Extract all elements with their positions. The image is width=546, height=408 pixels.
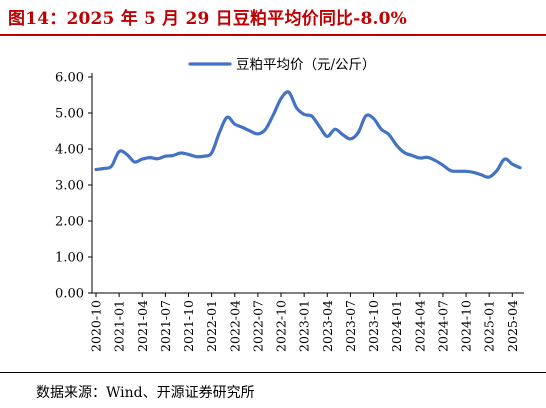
legend: 豆粕平均价（元/公斤）	[188, 57, 376, 73]
data-point	[387, 133, 390, 136]
data-point	[495, 169, 498, 172]
data-point	[395, 144, 398, 147]
data-point	[434, 159, 437, 162]
data-point	[210, 151, 213, 154]
y-tick-label: 1.00	[55, 251, 84, 266]
data-point	[233, 123, 236, 126]
x-tick-label: 2023-01	[297, 300, 312, 352]
x-tick-label: 2024-04	[412, 300, 427, 352]
data-point	[295, 106, 298, 109]
data-point	[133, 160, 136, 163]
data-point	[488, 176, 491, 179]
data-point	[110, 165, 113, 168]
source-note: 数据来源：Wind、开源证券研究所	[36, 385, 255, 401]
data-point	[357, 131, 360, 134]
data-point	[249, 129, 252, 132]
data-point	[272, 113, 275, 116]
data-point	[341, 133, 344, 136]
data-point	[441, 164, 444, 167]
figure-title: 图14：2025 年 5 月 29 日豆粕平均价同比-8.0%	[8, 9, 408, 29]
x-tick-label: 2025-01	[482, 300, 497, 352]
data-point	[333, 128, 336, 131]
data-point	[349, 137, 352, 140]
y-tick-label: 5.00	[55, 107, 84, 122]
x-axis: 2020-10 2021-01 2021-04 2021-07 2021-10 2022-…	[89, 292, 524, 352]
data-point	[480, 173, 483, 176]
data-point	[264, 128, 267, 131]
data-point	[125, 153, 128, 156]
data-point	[364, 114, 367, 117]
x-tick-label: 2020-10	[89, 300, 104, 352]
x-tick-label: 2023-07	[343, 300, 358, 352]
data-point	[326, 135, 329, 138]
data-point	[102, 167, 105, 170]
x-tick-label: 2025-04	[505, 300, 520, 352]
data-point	[156, 157, 159, 160]
series-layer	[94, 90, 522, 179]
x-tick-label: 2023-10	[366, 300, 381, 352]
x-tick-label: 2022-01	[204, 300, 219, 352]
x-tick-label: 2023-04	[320, 300, 335, 352]
data-point	[403, 151, 406, 154]
y-tick-label: 4.00	[55, 143, 84, 158]
data-point	[164, 155, 167, 158]
data-point	[195, 155, 198, 158]
data-point	[411, 154, 414, 157]
x-tick-label: 2024-07	[435, 300, 450, 352]
y-tick-label: 0.00	[55, 287, 84, 302]
data-point	[457, 170, 460, 173]
data-point	[187, 153, 190, 156]
x-tick-label: 2022-07	[250, 300, 265, 352]
data-point	[118, 150, 121, 153]
data-point	[202, 155, 205, 158]
data-point	[141, 158, 144, 161]
data-point	[94, 168, 97, 171]
data-point	[449, 169, 452, 172]
legend-label: 豆粕平均价（元/公斤）	[236, 57, 376, 73]
data-point	[179, 151, 182, 154]
x-tick-label: 2021-07	[158, 300, 173, 352]
y-tick-label: 2.00	[55, 215, 84, 230]
data-point	[303, 113, 306, 116]
x-tick-label: 2021-04	[135, 300, 150, 352]
data-point	[418, 156, 421, 159]
x-tick-label: 2024-01	[389, 300, 404, 352]
title-rule	[0, 34, 546, 36]
data-point	[426, 156, 429, 159]
data-point	[256, 132, 259, 135]
data-point	[380, 128, 383, 131]
data-point	[464, 170, 467, 173]
series-line-0	[94, 90, 522, 179]
x-tick-label: 2021-01	[112, 300, 127, 352]
data-point	[318, 125, 321, 128]
data-point	[218, 131, 221, 134]
data-point	[503, 158, 506, 161]
data-point	[511, 163, 514, 166]
data-point	[287, 91, 290, 94]
data-point	[310, 115, 313, 118]
data-point	[172, 154, 175, 157]
data-point	[241, 126, 244, 129]
y-axis: 0.00 1.00 2.00 3.00 4.00 5.00 6.00	[55, 71, 93, 302]
x-tick-label: 2022-10	[274, 300, 289, 352]
data-point	[472, 171, 475, 174]
x-tick-label: 2024-10	[459, 300, 474, 352]
data-point	[148, 156, 151, 159]
data-point	[372, 117, 375, 120]
y-tick-label: 3.00	[55, 179, 84, 194]
data-point	[226, 116, 229, 119]
data-point	[279, 97, 282, 100]
x-tick-label: 2021-10	[181, 300, 196, 352]
source-rule	[0, 372, 546, 373]
y-tick-label: 6.00	[55, 71, 84, 86]
data-point	[518, 166, 521, 169]
x-tick-label: 2022-04	[227, 300, 242, 352]
